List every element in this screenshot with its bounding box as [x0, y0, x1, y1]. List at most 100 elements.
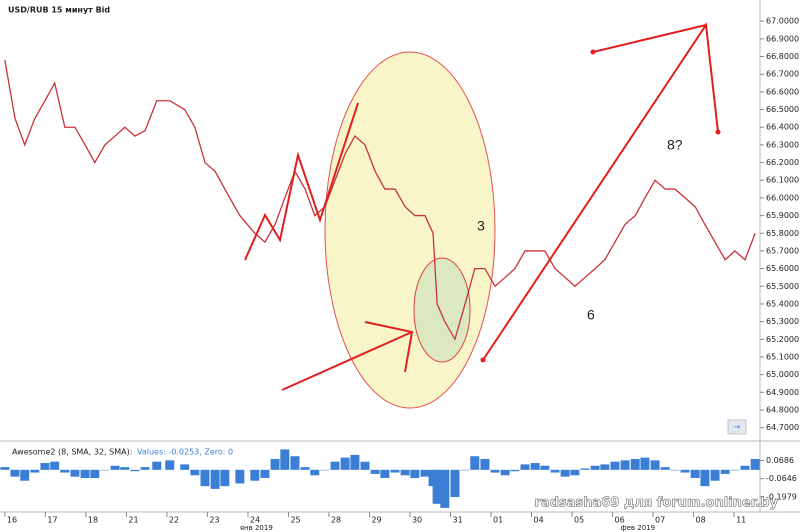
oscillator-bar	[40, 463, 50, 470]
oscillator-bar	[130, 469, 140, 472]
y-tick-label: 0.0686	[766, 456, 794, 465]
oscillator-bar	[520, 464, 530, 470]
oscillator-bar	[50, 461, 60, 470]
oscillator-bar	[280, 449, 290, 470]
x-tick-label: 07	[655, 516, 665, 525]
oscillator-bar	[235, 469, 245, 484]
forecast-line	[592, 24, 707, 53]
y-tick-label: 66.1000	[766, 176, 799, 185]
indicator-legend: Awesome2 (8, SMA, 32, SMA):	[12, 448, 132, 457]
oscillator-bar	[380, 469, 390, 478]
y-tick-label: 66.6000	[766, 87, 799, 96]
y-tick-label: 65.0000	[766, 370, 799, 379]
oscillator-bar	[530, 463, 540, 470]
month-label: фев 2019	[621, 524, 655, 532]
scroll-icon: →	[734, 423, 741, 432]
oscillator-bar	[740, 465, 750, 470]
chart-title: USD/RUB 15 минут Bid	[8, 6, 110, 15]
x-tick-label: 21	[128, 516, 138, 525]
y-tick-label: 66.3000	[766, 140, 799, 149]
oscillator-bar	[360, 461, 370, 470]
anchor-dot	[590, 49, 596, 55]
x-tick-label: 25	[290, 516, 300, 525]
oscillator-bar	[20, 469, 30, 481]
watermark: radsasha69 для forum.onliner.by	[535, 496, 779, 511]
oscillator-bar	[80, 469, 90, 478]
arrow-line	[281, 331, 413, 391]
x-tick-label: 23	[209, 516, 219, 525]
highlight-ellipse	[324, 51, 496, 409]
oscillator-bar	[640, 457, 650, 470]
oscillator-bar	[590, 465, 600, 470]
oscillator-bar	[440, 469, 450, 508]
x-tick-label: 22	[169, 516, 179, 525]
oscillator-bar	[190, 469, 200, 476]
x-tick-label: 05	[574, 516, 584, 525]
oscillator-bar	[210, 469, 220, 489]
y-tick-label: 66.0000	[766, 193, 799, 202]
oscillator-bar	[670, 469, 680, 471]
oscillator-bar	[650, 460, 660, 470]
drawn-annotations	[244, 22, 719, 391]
oscillator-bar	[450, 469, 460, 498]
oscillator-bar	[120, 467, 130, 470]
x-tick-label: 11	[736, 516, 746, 525]
annotation: 6	[587, 307, 595, 323]
oscillator-bar	[730, 469, 740, 471]
oscillator-bar	[550, 469, 560, 473]
scroll-button[interactable]	[727, 419, 747, 435]
oscillator-bar	[140, 467, 150, 470]
oscillator-bar	[660, 467, 670, 470]
arrow-head	[364, 321, 414, 373]
oscillator-bar	[10, 469, 20, 477]
oscillator-bar	[220, 469, 230, 487]
oscillator-bar	[90, 469, 100, 478]
oscillator-bar	[340, 457, 350, 470]
oscillator-bar	[690, 469, 700, 478]
oscillator-bar	[270, 458, 280, 470]
oscillator-bar	[310, 469, 320, 476]
y-tick-label: 65.5000	[766, 282, 799, 291]
oscillator-bar	[620, 460, 630, 470]
oscillator-bar	[460, 469, 470, 471]
oscillator-bar	[432, 469, 442, 504]
oscillator-bar	[610, 461, 620, 470]
oscillator-bar	[330, 461, 340, 470]
y-tick-label: 65.6000	[766, 264, 799, 273]
x-tick-label: 24	[250, 516, 260, 525]
oscillator-bar	[490, 469, 500, 473]
y-tick-label: -0.0646	[766, 474, 797, 483]
y-tick-label: 65.9000	[766, 211, 799, 220]
oscillator-bar	[500, 469, 510, 476]
price-line	[4, 59, 756, 341]
y-tick-label: 64.8000	[766, 405, 799, 414]
oscillator-bar	[110, 465, 120, 470]
y-tick-label: 65.8000	[766, 229, 799, 238]
y-tick-label: 66.9000	[766, 34, 799, 43]
oscillator-bar	[320, 469, 330, 471]
oscillator-bar	[350, 454, 360, 470]
highlight-ellipse	[413, 257, 471, 363]
oscillator-bar	[580, 468, 590, 470]
oscillator-bar	[470, 456, 480, 470]
oscillator-bar	[165, 460, 175, 470]
oscillator-bar	[480, 458, 490, 470]
annotation: 8?	[667, 137, 683, 153]
anchor-dot	[715, 129, 721, 135]
oscillator-bar	[250, 469, 260, 481]
x-tick-label: 29	[371, 516, 381, 525]
oscillator-bar	[390, 469, 400, 473]
y-tick-label: 66.2000	[766, 158, 799, 167]
y-tick-label: 66.7000	[766, 70, 799, 79]
oscillator-bar	[570, 469, 580, 476]
x-tick-label: 06	[615, 516, 625, 525]
y-tick-label: 66.4000	[766, 123, 799, 132]
y-tick-label: 65.7000	[766, 246, 799, 255]
y-tick-label: 66.5000	[766, 105, 799, 114]
oscillator-bar	[30, 469, 40, 473]
indicator-values: Values: -0.0253, Zero: 0	[137, 448, 233, 457]
x-tick-label: 16	[7, 516, 17, 525]
oscillator-bar	[680, 469, 690, 473]
oscillator-bar	[290, 456, 300, 470]
